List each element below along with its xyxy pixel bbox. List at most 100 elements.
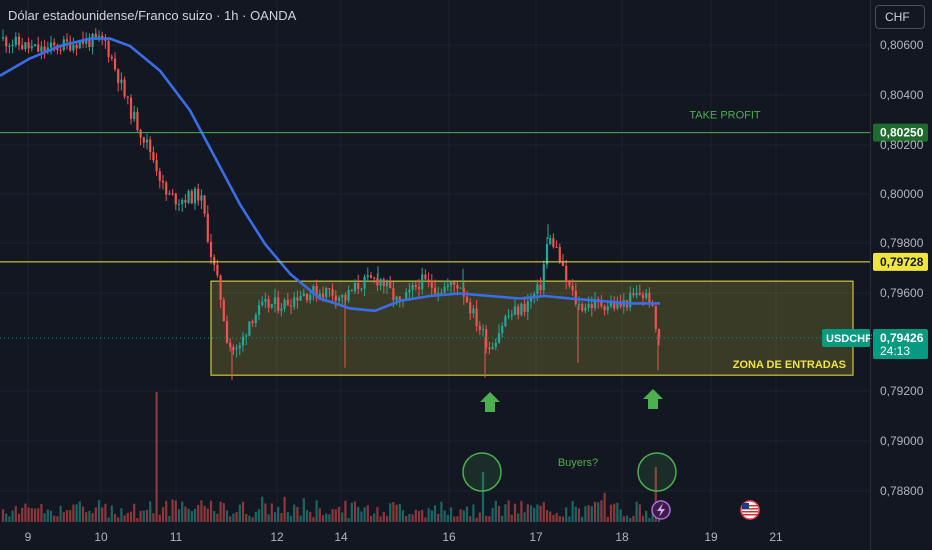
candle-body	[574, 290, 577, 305]
volume-bar	[129, 511, 133, 522]
volume-bar	[229, 516, 232, 522]
volume-bar	[373, 513, 376, 522]
volume-bar	[581, 516, 584, 522]
candle-body	[133, 111, 136, 119]
candle-body	[517, 306, 520, 315]
volume-bar	[465, 506, 469, 522]
candle-body	[613, 302, 616, 309]
time-tick-label: 14	[334, 530, 348, 544]
volume-bar	[545, 510, 549, 522]
candle-body	[334, 295, 337, 301]
candle-body	[565, 265, 568, 282]
volume-bar	[347, 517, 350, 522]
volume-bar	[238, 504, 241, 522]
candle-body	[581, 304, 584, 311]
candle-body	[107, 40, 110, 57]
level-price-label: 0,79728	[880, 255, 924, 269]
volume-bar	[613, 503, 616, 522]
candle-body	[305, 293, 309, 301]
candle-body	[641, 294, 645, 298]
candle-body	[430, 280, 433, 288]
candle-body	[555, 246, 558, 248]
candle-body	[209, 241, 213, 257]
candle-body	[248, 321, 251, 336]
volume-bar	[619, 509, 622, 522]
candle-body	[171, 193, 174, 195]
volume-bar	[1, 509, 5, 522]
symbol-label: USDCHF	[826, 333, 872, 345]
volume-bar	[174, 500, 177, 522]
candle-body	[302, 293, 305, 297]
flag-stripe	[742, 514, 758, 516]
candle-body	[309, 294, 312, 301]
up-arrow-icon	[480, 392, 500, 412]
volume-bar	[561, 516, 565, 522]
volume-bar	[449, 507, 453, 522]
candle-body	[600, 300, 603, 307]
candle-body	[609, 302, 613, 307]
candle-body	[91, 33, 94, 47]
candle-body	[318, 293, 321, 298]
candle-body	[545, 244, 549, 265]
candle-body	[424, 274, 427, 280]
volume-bar	[88, 510, 91, 522]
candle-body	[126, 96, 129, 98]
candle-body	[385, 281, 389, 287]
volume-bar	[462, 510, 465, 522]
candle-body	[110, 56, 113, 59]
candle-body	[193, 188, 197, 204]
volume-bar	[315, 500, 318, 522]
candle-body	[81, 39, 85, 44]
candle-body	[293, 297, 296, 307]
candle-body	[328, 288, 331, 290]
volume-bar	[225, 510, 229, 522]
time-tick-label: 12	[270, 530, 284, 544]
volume-bar	[206, 508, 209, 522]
volume-bar	[417, 510, 421, 522]
volume-bar	[17, 513, 21, 522]
volume-bar	[43, 513, 46, 522]
volume-bar	[5, 513, 8, 522]
price-axis[interactable]: 0,80600 0,80400 0,80200 0,80000 0,79800 0,796…	[880, 38, 924, 498]
price-tick-label: 0,79800	[880, 236, 924, 250]
volume-bar	[510, 514, 513, 522]
candle-body	[190, 191, 193, 204]
candle-body	[30, 46, 33, 49]
volume-bar	[533, 507, 536, 522]
volume-bar	[245, 513, 248, 522]
volume-bar	[597, 502, 600, 522]
up-arrow-icon	[643, 389, 663, 409]
volume-bar	[555, 513, 558, 522]
candle-body	[43, 46, 46, 52]
volume-bar	[37, 508, 40, 522]
candle-body	[251, 321, 254, 323]
volume-bar	[110, 505, 113, 522]
candle-body	[11, 44, 14, 47]
lightning-icon	[657, 503, 665, 517]
candle-body	[549, 238, 552, 245]
candle-body	[373, 277, 376, 279]
candle-body	[168, 193, 171, 195]
candle-body	[453, 281, 456, 285]
candle-body	[8, 46, 11, 48]
currency-button[interactable]: CHF	[875, 5, 925, 29]
candle-body	[392, 288, 395, 301]
candle-body	[507, 315, 510, 317]
volume-bar	[526, 504, 529, 522]
volume-bar	[648, 517, 651, 522]
volume-bar	[552, 515, 555, 522]
time-axis[interactable]: 9 10 11 12 14 16 17 18 19 21	[25, 530, 783, 544]
candle-body	[312, 286, 315, 295]
candle-body	[523, 303, 526, 312]
volume-bar	[520, 500, 523, 522]
candle-body	[267, 299, 270, 308]
candle-body	[427, 279, 430, 281]
volume-bar	[478, 512, 481, 522]
volume-bar	[251, 517, 254, 522]
candle-body	[216, 264, 219, 276]
candle-body	[315, 286, 318, 298]
candle-body	[65, 39, 69, 42]
volume-bar	[337, 506, 341, 522]
candle-body	[21, 45, 24, 50]
